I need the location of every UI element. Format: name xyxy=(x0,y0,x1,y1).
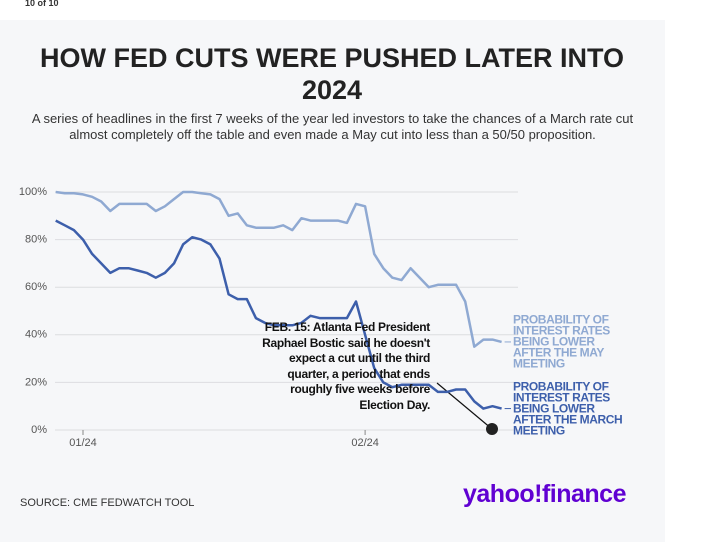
chart: 0% 20% 40% 60% 80% 100% 01/24 02/24 xyxy=(19,186,518,449)
y-tick-label: 20% xyxy=(25,376,47,388)
y-tick-label: 100% xyxy=(19,186,47,198)
chart-subtitle: A series of headlines in the first 7 wee… xyxy=(31,111,634,142)
source: SOURCE: CME FEDWATCH TOOL xyxy=(20,497,195,509)
y-tick-label: 0% xyxy=(31,424,47,436)
x-tick-label: 02/24 xyxy=(351,437,379,449)
annotation: FEB. 15: Atlanta Fed President Raphael B… xyxy=(262,320,430,412)
series-line xyxy=(55,190,502,348)
y-tick-label: 40% xyxy=(25,329,47,341)
slide-counter: 10 of 10 xyxy=(25,0,59,8)
series-label: PROBABILITY OF INTEREST RATES BEING LOWE… xyxy=(513,312,610,371)
chart-title: HOW FED CUTS WERE PUSHED LATER INTO 2024 xyxy=(39,43,624,105)
brand-logo: yahoo!finance xyxy=(463,480,626,508)
chart-card xyxy=(0,20,665,542)
series-line xyxy=(55,219,502,410)
y-tick-label: 60% xyxy=(25,281,47,293)
annotation-dot xyxy=(486,423,498,435)
y-tick-label: 80% xyxy=(25,234,47,246)
series-label: PROBABILITY OF INTEREST RATES BEING LOWE… xyxy=(513,379,623,438)
x-tick-label: 01/24 xyxy=(69,437,97,449)
